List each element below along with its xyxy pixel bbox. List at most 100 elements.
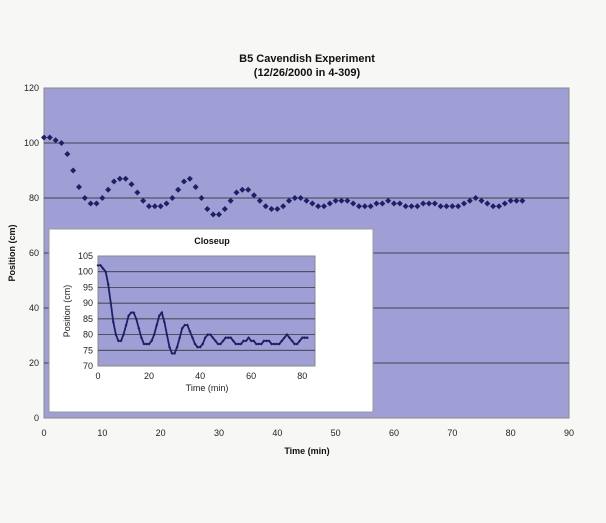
data-point [490,203,497,210]
y-tick-label: 0 [34,413,39,423]
y-tick-label: 85 [83,314,93,324]
data-point [116,339,120,343]
data-point [221,339,225,343]
data-point [198,195,205,201]
data-point [461,200,467,207]
data-point [137,326,141,330]
data-point [111,178,117,185]
data-point [101,267,105,271]
data-point [466,197,473,204]
data-point [76,184,82,190]
data-point [431,200,438,207]
x-tick-label: 0 [41,428,46,438]
data-point [175,186,182,193]
data-point [285,333,289,337]
data-point [198,345,202,349]
data-point [332,197,339,204]
data-point [280,203,287,210]
inset-data-points [96,263,309,355]
data-point [247,336,251,340]
data-point [190,336,194,340]
data-point [104,270,108,274]
inset-y-tick-labels: 70 75 80 85 90 95 100 105 [78,251,93,371]
data-point [373,200,380,207]
data-point [402,203,409,210]
data-point [46,134,53,141]
data-point [234,342,238,346]
data-point [127,314,131,318]
data-point [157,203,164,210]
data-point [165,333,169,337]
data-point [188,329,192,333]
chart-subtitle: (12/26/2000 in 4-309) [254,67,361,79]
data-point [208,333,212,337]
data-point [224,336,228,340]
x-tick-label: 80 [506,428,516,438]
data-point [252,339,256,343]
x-tick-label: 20 [156,428,166,438]
data-point [272,342,276,346]
y-tick-label: 95 [83,282,93,292]
data-point [305,336,309,340]
data-point [295,342,299,346]
data-point [286,197,292,204]
data-point [52,137,59,144]
x-tick-label: 40 [272,428,282,438]
data-point [254,342,258,346]
y-tick-label: 70 [83,361,93,371]
data-point [249,339,253,343]
data-point [426,200,432,207]
data-point [338,197,345,204]
data-point [128,181,135,188]
data-point [170,351,174,355]
data-point [256,197,263,204]
data-point [227,197,234,204]
data-point [391,200,397,207]
data-point [267,339,271,343]
data-point [300,336,304,340]
data-point [155,323,159,327]
data-point [122,175,129,182]
data-point [239,342,243,346]
data-point [408,203,415,210]
y-tick-label: 105 [78,251,93,261]
data-point [303,336,307,340]
y-tick-label: 100 [78,267,93,277]
data-point [443,203,450,210]
y-tick-label: 40 [29,303,39,313]
data-point [297,195,304,201]
data-point [264,339,268,343]
x-tick-label: 30 [214,428,224,438]
data-point [167,345,171,349]
data-point [99,195,106,201]
data-point [213,339,217,343]
data-point [116,175,123,182]
data-point [129,311,133,315]
data-point [139,336,143,340]
main-y-tick-labels: 0 20 40 60 80 100 120 [24,83,39,423]
data-point [175,345,179,349]
data-point [293,342,297,346]
main-x-tick-labels: 0 10 20 30 40 50 60 70 80 90 [41,428,574,438]
x-tick-label: 60 [246,371,256,381]
data-point [96,263,100,267]
main-x-axis-label: Time (min) [284,446,329,456]
data-point [298,339,302,343]
data-point [420,200,427,207]
data-point [186,175,193,182]
data-point [70,167,77,174]
data-point [507,197,514,204]
data-point [242,339,246,343]
data-point [134,317,138,321]
data-point [290,339,294,343]
data-point [257,342,261,346]
data-point [193,342,197,346]
data-point [93,200,100,207]
data-point [211,336,215,340]
data-point [106,282,110,286]
data-point [229,336,233,340]
data-point [221,206,228,212]
data-point [146,203,152,210]
data-point [231,339,235,343]
data-point [81,195,88,201]
